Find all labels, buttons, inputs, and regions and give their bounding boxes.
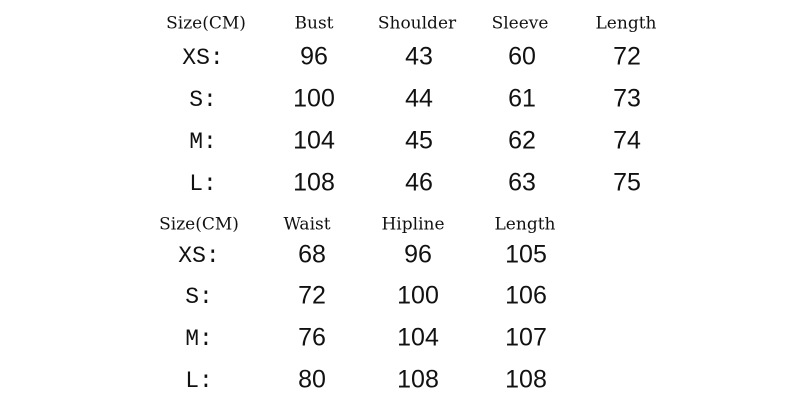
measurement: 100: [397, 282, 439, 310]
size-label: S:: [189, 87, 217, 113]
measurement: 68: [298, 241, 326, 269]
measurement: 108: [293, 169, 335, 197]
measurement: 45: [405, 127, 433, 155]
measurement: 61: [508, 85, 536, 113]
column-header: Bust: [295, 14, 334, 34]
measurement: 62: [508, 127, 536, 155]
size-label: M:: [185, 326, 213, 352]
column-header: Hipline: [381, 215, 444, 235]
measurement: 108: [505, 366, 547, 394]
column-header: Size(CM): [159, 215, 239, 235]
size-label: XS:: [182, 45, 223, 71]
measurement: 80: [298, 366, 326, 394]
column-header: Length: [495, 215, 556, 235]
measurement: 60: [508, 43, 536, 71]
measurement: 96: [404, 241, 432, 269]
measurement: 108: [397, 366, 439, 394]
measurement: 72: [298, 282, 326, 310]
measurement: 46: [405, 169, 433, 197]
measurement: 73: [613, 85, 641, 113]
measurement: 105: [505, 241, 547, 269]
measurement: 100: [293, 85, 335, 113]
size-label: M:: [189, 129, 217, 155]
measurement: 72: [613, 43, 641, 71]
column-header: Sleeve: [492, 14, 549, 34]
measurement: 107: [505, 324, 547, 352]
measurement: 74: [613, 127, 641, 155]
measurement: 106: [505, 282, 547, 310]
column-header: Length: [596, 14, 657, 34]
size-label: XS:: [178, 243, 219, 269]
size-label: S:: [185, 284, 213, 310]
measurement: 63: [508, 169, 536, 197]
column-header: Size(CM): [166, 14, 246, 34]
size-label: L:: [189, 171, 217, 197]
measurement: 104: [397, 324, 439, 352]
size-label: L:: [185, 368, 213, 394]
column-header: Waist: [283, 215, 330, 235]
measurement: 104: [293, 127, 335, 155]
measurement: 76: [298, 324, 326, 352]
measurement: 43: [405, 43, 433, 71]
measurement: 96: [300, 43, 328, 71]
column-header: Shoulder: [378, 14, 457, 34]
measurement: 75: [613, 169, 641, 197]
measurement: 44: [405, 85, 433, 113]
